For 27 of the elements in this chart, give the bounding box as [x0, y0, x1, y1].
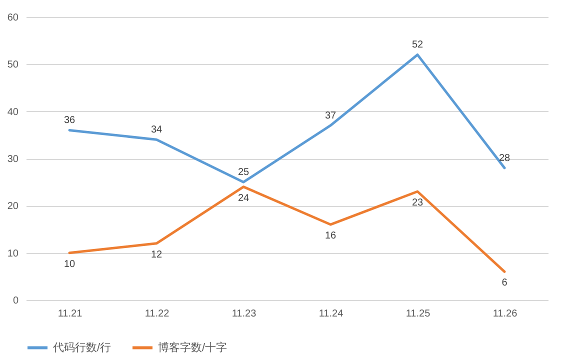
- x-tick-label: 11.26: [492, 308, 518, 320]
- y-tick-label: 20: [7, 201, 19, 212]
- data-label: 36: [64, 115, 76, 126]
- x-tick-label: 11.25: [406, 308, 431, 320]
- data-label: 16: [324, 230, 336, 242]
- legend-label: 代码行数/行: [52, 342, 112, 354]
- data-label: 28: [498, 152, 510, 164]
- data-label: 52: [412, 40, 424, 51]
- y-tick-label: 60: [7, 12, 19, 24]
- x-tick-label: 11.21: [58, 308, 83, 320]
- data-label: 24: [238, 192, 250, 204]
- data-label: 25: [238, 167, 250, 178]
- data-label: 37: [324, 110, 336, 122]
- y-tick-label: 10: [7, 248, 19, 260]
- data-label: 6: [502, 278, 508, 289]
- x-tick-label: 11.22: [144, 308, 170, 320]
- data-label: 23: [412, 198, 424, 209]
- x-tick-label: 11.24: [318, 308, 344, 320]
- y-tick-label: 50: [7, 60, 19, 71]
- y-tick-label: 30: [7, 154, 19, 165]
- data-label: 12: [150, 249, 162, 260]
- data-label: 10: [64, 258, 76, 270]
- data-label: 34: [150, 124, 162, 136]
- y-tick-label: 0: [12, 296, 19, 306]
- legend-label: 博客字数/十字: [158, 340, 228, 354]
- x-tick-label: 11.23: [232, 308, 257, 320]
- y-tick-label: 40: [7, 106, 19, 118]
